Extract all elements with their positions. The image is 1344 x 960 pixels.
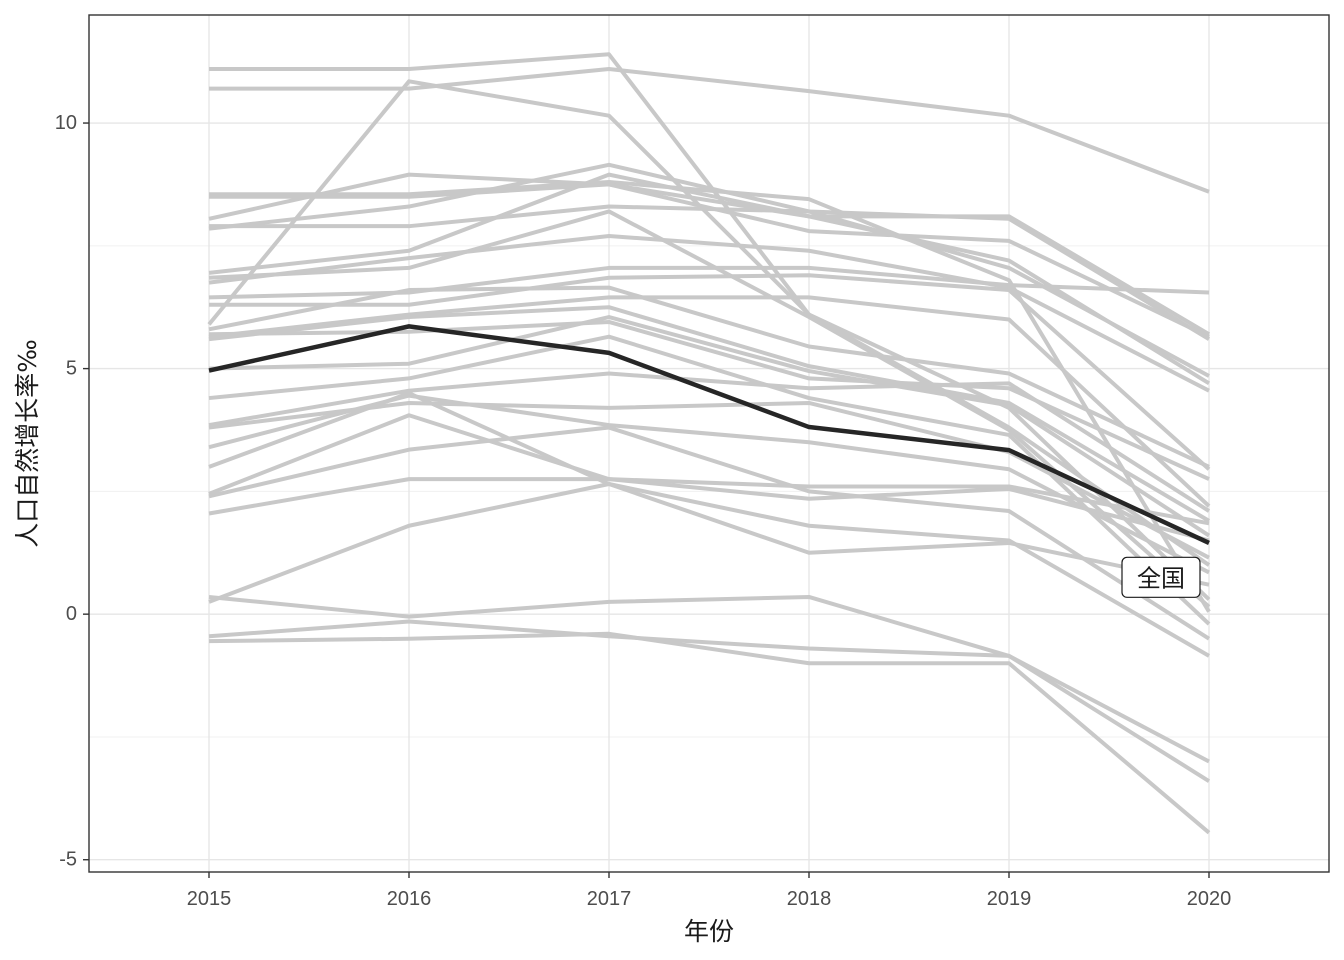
province-line-2 [209,67,1210,194]
province-line-30 [208,631,1211,835]
province-line-4 [209,179,1211,613]
national-label-box [1121,556,1201,598]
province-line-13 [209,273,1211,471]
x-tick-label: 2016 [387,888,432,910]
province-line-14 [208,285,1210,469]
x-tick-label: 2015 [187,888,232,910]
national-label-text: 全国 [1137,564,1185,592]
panel-border [88,14,1330,873]
province-line-24 [208,425,1211,641]
y-tick-label: 0 [66,603,77,625]
x-tick-label: 2020 [1187,888,1232,910]
y-axis-title: 人口自然增长率‰ [13,339,42,548]
province-line-26 [208,477,1210,526]
province-line-7 [208,162,1211,341]
province-line-10 [208,209,1211,609]
province-line-25 [208,391,1210,658]
y-tick-label: 10 [55,112,77,134]
minor-gridlines [89,245,1329,738]
x-tick-label: 2017 [587,888,632,910]
x-axis-title: 年份 [684,917,734,946]
province-line-15 [208,295,1211,508]
province-line-27 [208,482,1210,604]
province-line-16 [208,305,1211,523]
province-line-11 [208,234,1210,393]
province-line-3 [207,79,1211,567]
national-series-group [208,324,1210,545]
x-tick-label: 2018 [787,888,832,910]
province-line-5 [209,182,1211,336]
national-line [208,324,1210,545]
province-line-20 [208,371,1211,513]
province-line-9 [208,172,1211,386]
province-line-18 [208,315,1211,538]
province-series-group [207,52,1211,835]
province-line-28 [208,594,1210,764]
province-line-1 [209,52,1211,601]
province-line-29 [208,619,1211,783]
x-axis: 2015 2016 2017 2018 2019 2020 [187,872,1232,910]
x-tick-label: 2019 [987,888,1032,910]
y-tick-label: -5 [59,849,77,871]
province-line-23 [208,413,1210,543]
national-label: 全国 [1121,556,1201,598]
y-axis: -5 0 5 10 [55,112,89,871]
province-line-12 [208,265,1210,300]
y-tick-label: 5 [66,358,77,380]
